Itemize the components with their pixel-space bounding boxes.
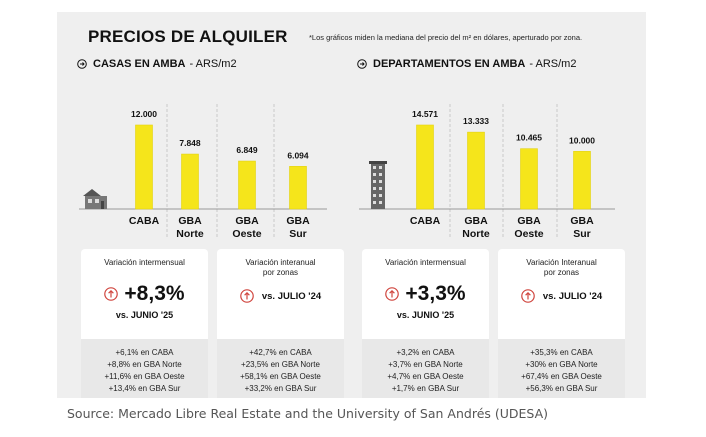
bar-charts: 12.000CABA7.848GBANorte6.849GBAOeste6.09… bbox=[79, 104, 615, 240]
zone-item: +8,8% en GBA Norte bbox=[107, 360, 182, 369]
bar-casas-2 bbox=[238, 160, 256, 210]
comparison-period: vs. JUNIO '25 bbox=[396, 310, 455, 320]
value-label: 7.848 bbox=[179, 138, 201, 148]
value-label: 6.094 bbox=[287, 150, 309, 160]
zone-item: +1,7% en GBA Sur bbox=[391, 384, 460, 393]
comparison-period: vs. JUNIO '25 bbox=[115, 310, 174, 320]
variation-value: +8,3% bbox=[124, 282, 185, 305]
arrow-up-circle-icon bbox=[240, 289, 254, 303]
deptos-yearly-card: Variación Interanual por zonas vs. JULIO… bbox=[498, 249, 625, 398]
footnote: *Los gráficos miden la mediana del preci… bbox=[309, 33, 583, 42]
casas-section-title: CASAS EN AMBA - ARS/m2 bbox=[77, 58, 237, 70]
card-label-line: Variación interanual bbox=[245, 258, 316, 267]
casas-yearly-card: Variación interanual por zonas vs. JULIO… bbox=[217, 249, 344, 398]
value-label: 13.333 bbox=[463, 116, 489, 126]
value-label: 12.000 bbox=[131, 109, 157, 119]
category-label: Norte bbox=[462, 228, 490, 240]
category-label: GBA bbox=[464, 215, 488, 227]
deptos-chart-title: DEPARTAMENTOS EN AMBA bbox=[373, 58, 526, 70]
card-label-line: Variación Interanual bbox=[526, 258, 597, 267]
zone-item: +4,7% en GBA Oeste bbox=[387, 372, 464, 381]
arrow-up-circle-icon bbox=[385, 287, 400, 301]
card-label: Variación Interanual por zonas bbox=[498, 258, 625, 278]
bar-deptos-1 bbox=[467, 131, 485, 210]
zone-item: +33,2% en GBA Sur bbox=[244, 384, 317, 393]
card-label-line: por zonas bbox=[543, 268, 580, 277]
category-label: Sur bbox=[573, 228, 591, 240]
value-label: 10.465 bbox=[516, 133, 542, 143]
arrow-right-circle-icon bbox=[77, 59, 87, 69]
zone-item: +42,7% en CABA bbox=[249, 348, 312, 357]
house-icon bbox=[83, 189, 107, 209]
category-label: Sur bbox=[289, 228, 307, 240]
arrow-up-circle-icon bbox=[521, 289, 535, 303]
card-label-line: por zonas bbox=[262, 268, 299, 277]
zone-item: +35,3% en CABA bbox=[530, 348, 593, 357]
bar-deptos-3 bbox=[573, 151, 591, 210]
zone-breakdown: +6,1% en CABA +8,8% en GBA Norte +11,6% … bbox=[81, 339, 208, 398]
zone-breakdown: +35,3% en CABA +30% en GBA Norte +67,4% … bbox=[498, 339, 625, 398]
variation-value: +3,3% bbox=[405, 282, 466, 305]
category-label: GBA bbox=[517, 215, 541, 227]
value-label: 14.571 bbox=[412, 109, 438, 119]
card-label: Variación interanual por zonas bbox=[217, 258, 344, 278]
bar-deptos-2 bbox=[520, 148, 538, 210]
bar-casas-3 bbox=[289, 166, 307, 210]
casas-chart-title: CASAS EN AMBA bbox=[93, 58, 186, 70]
zone-item: +3,2% en CABA bbox=[396, 348, 455, 357]
source-caption: Source: Mercado Libre Real Estate and th… bbox=[67, 406, 549, 421]
category-label: Oeste bbox=[514, 228, 543, 240]
infographic-panel: PRECIOS DE ALQUILER *Los gráficos miden … bbox=[57, 12, 646, 398]
value-label: 10.000 bbox=[569, 135, 595, 145]
zone-item: +3,7% en GBA Norte bbox=[388, 360, 463, 369]
category-label: GBA bbox=[286, 215, 310, 227]
comparison-period: vs. JULIO '24 bbox=[542, 290, 603, 302]
casas-chart-unit: - ARS/m2 bbox=[189, 58, 237, 70]
category-label: Norte bbox=[176, 228, 204, 240]
bar-casas-1 bbox=[181, 153, 199, 210]
bar-deptos-0 bbox=[416, 124, 434, 210]
category-label: CABA bbox=[129, 215, 160, 227]
deptos-section-title: DEPARTAMENTOS EN AMBA - ARS/m2 bbox=[357, 58, 576, 70]
category-label: CABA bbox=[410, 215, 441, 227]
zone-item: +67,4% en GBA Oeste bbox=[521, 372, 602, 381]
zone-item: +23,5% en GBA Norte bbox=[241, 360, 320, 369]
page-title: PRECIOS DE ALQUILER bbox=[88, 27, 288, 46]
comparison-period: vs. JULIO '24 bbox=[261, 290, 322, 302]
arrow-right-circle-icon bbox=[357, 59, 367, 69]
zone-item: +6,1% en CABA bbox=[115, 348, 174, 357]
zone-item: +56,3% en GBA Sur bbox=[525, 384, 598, 393]
category-label: GBA bbox=[235, 215, 259, 227]
bar-casas-0 bbox=[135, 124, 153, 210]
deptos-chart-unit: - ARS/m2 bbox=[529, 58, 577, 70]
category-label: GBA bbox=[178, 215, 202, 227]
casas-monthly-card: Variación intermensual +8,3% vs. JUNIO '… bbox=[81, 249, 208, 398]
zone-item: +11,6% en GBA Oeste bbox=[104, 372, 185, 381]
zone-breakdown: +3,2% en CABA +3,7% en GBA Norte +4,7% e… bbox=[362, 339, 489, 398]
value-label: 6.849 bbox=[236, 145, 258, 155]
card-label: Variación intermensual bbox=[385, 258, 466, 267]
zone-item: +58,1% en GBA Oeste bbox=[240, 372, 321, 381]
zone-item: +13,4% en GBA Sur bbox=[108, 384, 181, 393]
deptos-monthly-card: Variación intermensual +3,3% vs. JUNIO '… bbox=[362, 249, 489, 398]
category-label: Oeste bbox=[232, 228, 261, 240]
zone-item: +30% en GBA Norte bbox=[525, 360, 598, 369]
zone-breakdown: +42,7% en CABA +23,5% en GBA Norte +58,1… bbox=[217, 339, 344, 398]
building-icon bbox=[369, 161, 387, 209]
category-label: GBA bbox=[570, 215, 594, 227]
card-label: Variación intermensual bbox=[104, 258, 185, 267]
arrow-up-circle-icon bbox=[104, 287, 119, 301]
